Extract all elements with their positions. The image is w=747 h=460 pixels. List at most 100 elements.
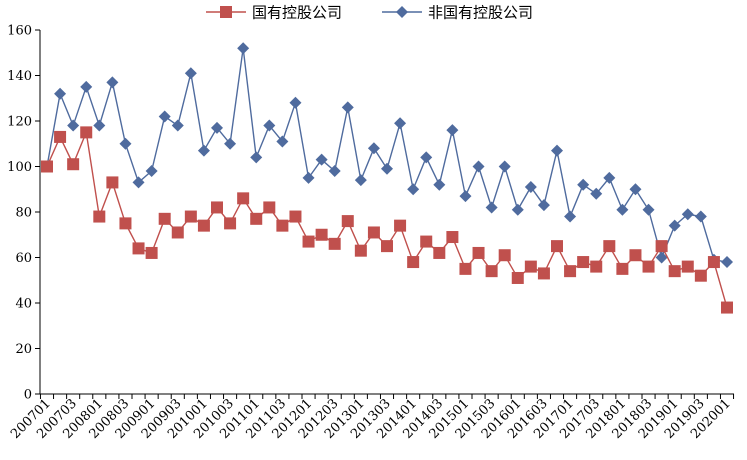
series-state-controlled (41, 126, 733, 314)
data-point (237, 42, 250, 55)
data-point (537, 199, 550, 212)
data-point (41, 160, 53, 173)
y-tick-label: 40 (15, 297, 32, 312)
data-point (80, 80, 93, 93)
data-point (446, 124, 459, 137)
data-point (707, 256, 720, 269)
y-tick-label: 20 (15, 342, 32, 357)
data-point (302, 235, 315, 248)
data-point (485, 201, 498, 214)
data-point (93, 119, 106, 132)
data-point (668, 265, 681, 278)
series-line (46, 48, 728, 263)
legend-entry-non-state-controlled: 非国有控股公司 (382, 4, 533, 22)
data-point (171, 119, 184, 132)
data-point (446, 231, 459, 244)
data-point (67, 119, 80, 132)
data-point (459, 190, 472, 203)
data-point (590, 187, 603, 200)
data-point (211, 121, 223, 134)
data-point (551, 240, 563, 253)
data-point (289, 96, 302, 109)
data-point (485, 265, 498, 278)
y-tick-label: 0 (24, 388, 32, 403)
data-point (655, 240, 668, 253)
data-point (694, 210, 707, 223)
data-point (289, 210, 302, 223)
data-point (629, 183, 642, 196)
data-point (263, 201, 276, 214)
legend-label: 国有控股公司 (252, 4, 342, 22)
legend: 国有控股公司 非国有控股公司 (206, 4, 533, 22)
legend-square-marker (220, 6, 232, 18)
data-point (211, 201, 223, 214)
data-point (681, 208, 694, 221)
series-line (46, 129, 728, 308)
data-point (420, 235, 433, 248)
data-point (655, 251, 668, 264)
series-non-state-controlled (41, 42, 733, 269)
data-point (590, 260, 603, 273)
data-point (472, 246, 485, 259)
data-point (524, 260, 537, 273)
data-point (616, 203, 629, 216)
data-point (263, 119, 276, 132)
data-point (328, 165, 341, 178)
data-point (132, 242, 145, 255)
data-point (197, 219, 210, 232)
data-point (407, 256, 420, 269)
data-point (433, 246, 446, 259)
data-point (276, 135, 289, 148)
data-point (616, 262, 629, 275)
data-point (394, 117, 407, 130)
data-point (537, 267, 550, 280)
data-point (721, 301, 733, 314)
data-point (106, 76, 119, 89)
data-point (93, 210, 106, 223)
data-point (145, 246, 158, 259)
data-point (184, 67, 197, 80)
legend-diamond-marker (396, 6, 408, 18)
y-tick-label: 100 (7, 160, 32, 175)
data-point (341, 215, 354, 228)
data-point (381, 240, 393, 253)
legend-label: 非国有控股公司 (428, 4, 533, 22)
data-point (498, 160, 511, 173)
data-point (276, 219, 289, 232)
data-point (224, 137, 237, 150)
data-point (145, 165, 158, 178)
data-point (237, 192, 250, 205)
data-point (407, 183, 420, 196)
data-point (642, 203, 655, 216)
data-point (197, 144, 210, 157)
data-point (250, 212, 263, 225)
data-point (681, 260, 694, 273)
data-point (354, 244, 367, 257)
data-point (603, 171, 616, 184)
data-point (551, 144, 563, 157)
data-point (367, 142, 380, 155)
y-tick-label: 80 (15, 206, 32, 221)
y-tick-label: 140 (7, 69, 32, 84)
data-point (158, 110, 171, 123)
data-point (381, 162, 393, 175)
data-point (119, 217, 132, 230)
data-point (67, 158, 80, 171)
data-point (498, 249, 511, 262)
data-point (564, 265, 577, 278)
data-point (106, 176, 119, 189)
data-point (642, 260, 655, 273)
data-point (354, 174, 367, 187)
data-point (315, 228, 328, 241)
data-point (420, 151, 433, 164)
data-point (433, 178, 446, 191)
data-point (328, 237, 341, 250)
data-point (694, 269, 707, 282)
data-point (302, 171, 315, 184)
data-point (394, 219, 407, 232)
data-point (119, 137, 132, 150)
y-tick-label: 120 (7, 115, 32, 130)
data-point (224, 217, 237, 230)
legend-entry-state-controlled: 国有控股公司 (206, 4, 342, 22)
